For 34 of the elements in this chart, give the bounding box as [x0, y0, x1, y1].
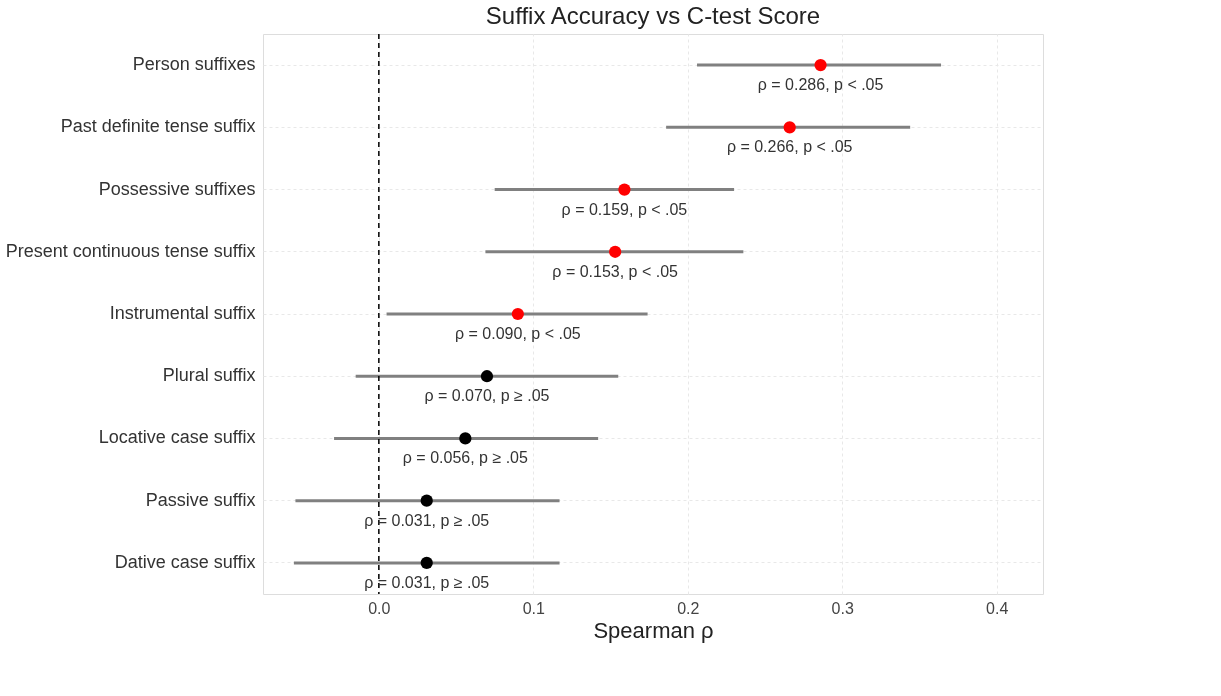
data-label: ρ = 0.159, p < .05	[561, 200, 688, 218]
x-tick-label: 0.4	[986, 599, 1009, 617]
y-tick-label: Instrumental suffix	[109, 303, 256, 323]
y-tick-label: Plural suffix	[162, 365, 256, 386]
data-label: ρ = 0.266, p < .05	[726, 138, 853, 156]
point	[480, 370, 494, 383]
point	[420, 494, 433, 507]
y-tick-label: Past definite tense suffix	[60, 116, 256, 137]
y-tick-label: Locative case suffix	[98, 427, 256, 448]
chart-title: Suffix Accuracy vs C-test Score	[485, 2, 821, 30]
x-axis-title: Spearman ρ	[593, 617, 714, 643]
point	[814, 59, 827, 72]
point	[511, 307, 524, 321]
point	[459, 432, 472, 445]
point	[618, 183, 631, 196]
point	[609, 245, 622, 258]
x-tick-label: 0.3	[831, 599, 854, 617]
data-label: ρ = 0.031, p ≥ .05	[364, 573, 490, 591]
point	[420, 556, 433, 569]
y-tick-label: Dative case suffix	[114, 551, 256, 572]
x-tick-label: 0.1	[522, 599, 546, 617]
y-tick-label: Possessive suffixes	[98, 178, 256, 199]
data-label: ρ = 0.031, p ≥ .05	[364, 511, 490, 529]
data-label: ρ = 0.153, p < .05	[552, 262, 679, 280]
data-label: ρ = 0.090, p < .05	[455, 325, 581, 342]
data-label: ρ = 0.070, p ≥ .05	[424, 387, 550, 405]
x-tick-label: 0.2	[677, 599, 700, 617]
data-label: ρ = 0.056, p ≥ .05	[402, 449, 528, 467]
point	[783, 121, 796, 134]
y-tick-label: Passive suffix	[145, 489, 256, 510]
x-tick-label: 0.0	[368, 599, 391, 617]
y-tick-label: Present continuous tense suffix	[5, 240, 256, 261]
data-label: ρ = 0.286, p < .05	[757, 76, 884, 94]
y-tick-label: Person suffixes	[132, 54, 256, 75]
